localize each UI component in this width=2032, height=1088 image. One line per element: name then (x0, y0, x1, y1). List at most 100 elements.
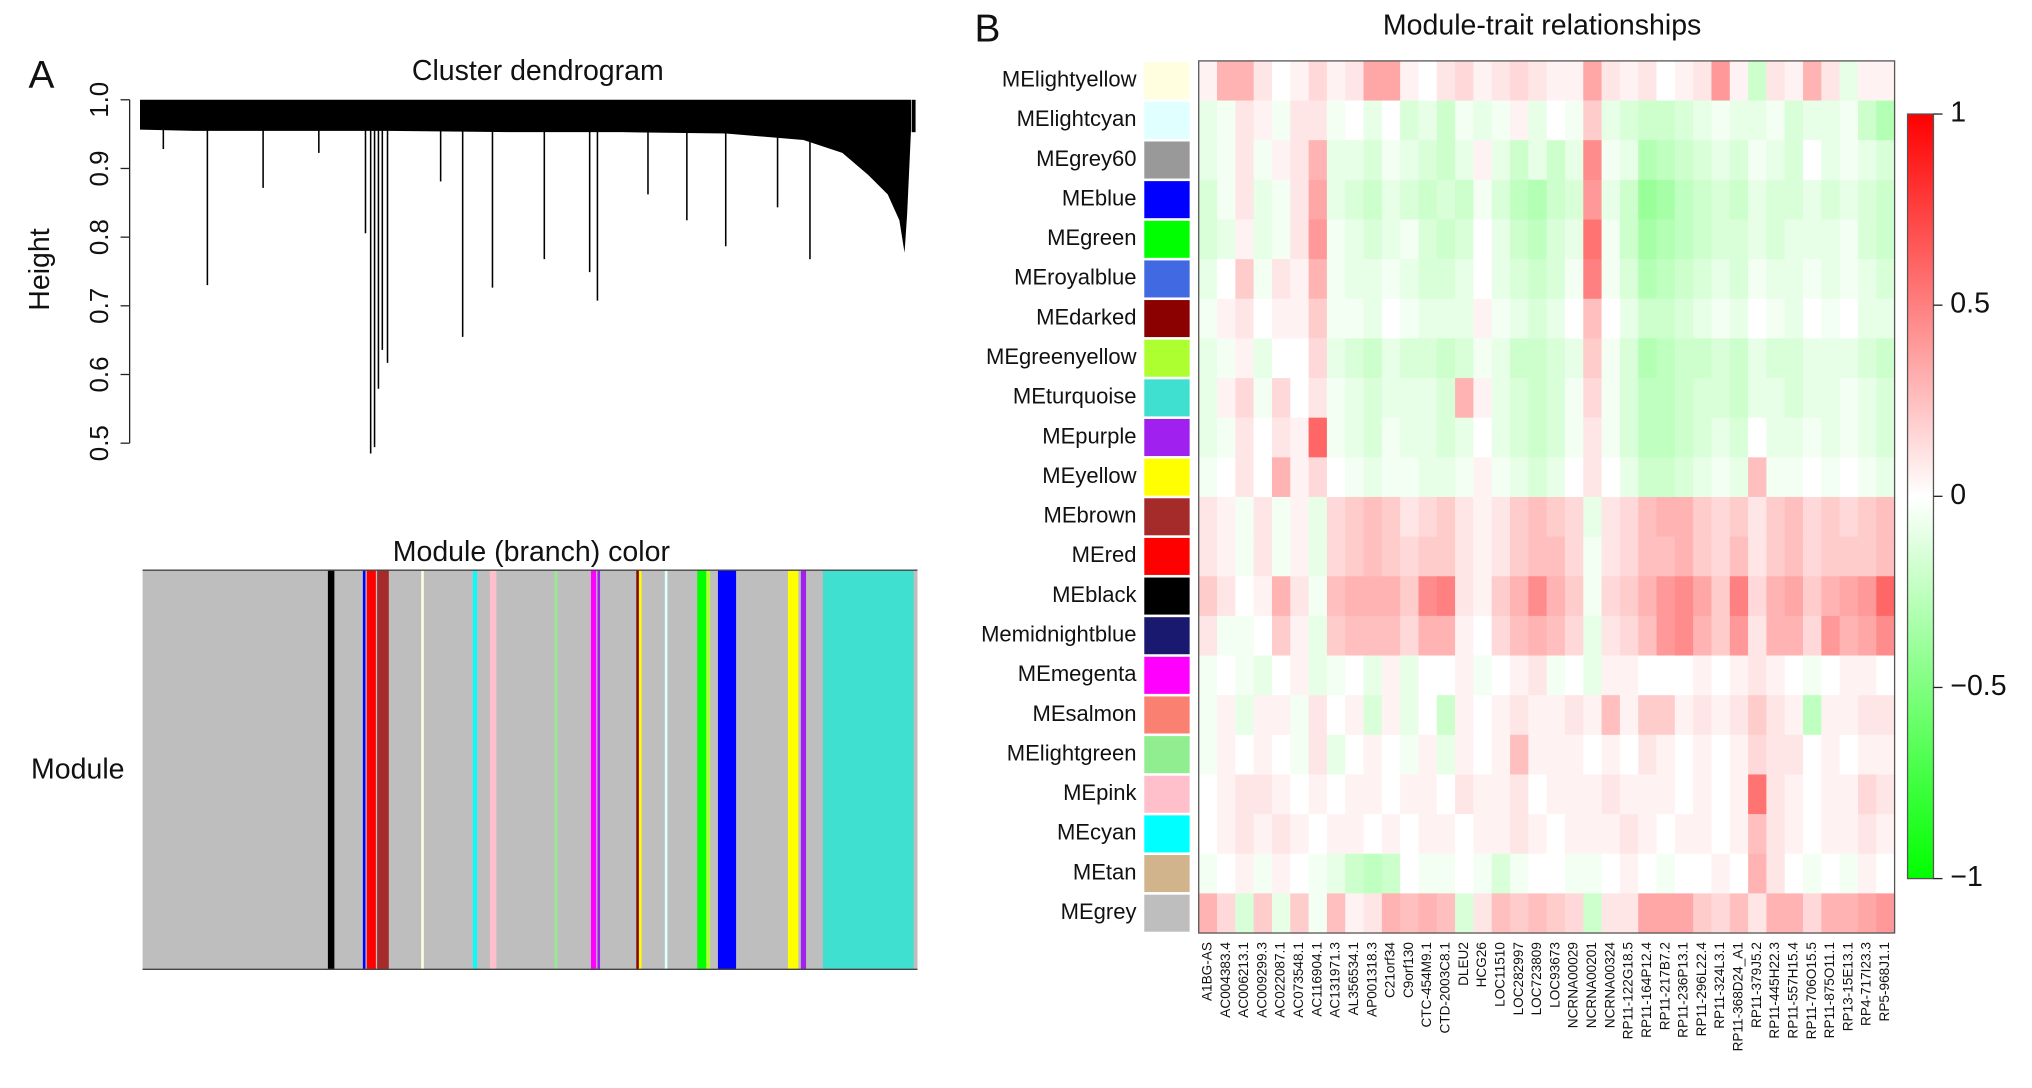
heatmap-cell (1583, 219, 1603, 260)
module-swatch (1144, 300, 1190, 338)
heatmap-cell (1839, 853, 1859, 894)
heatmap-cell (1271, 338, 1291, 379)
heatmap-cell (1711, 219, 1731, 260)
heatmap-cell (1784, 615, 1804, 657)
heatmap-cell (1326, 100, 1346, 141)
heatmap-cell (1308, 615, 1328, 657)
column-label: NCRNA00324 (1602, 942, 1617, 1029)
heatmap-cell (1729, 853, 1749, 894)
heatmap-cell (1674, 338, 1694, 379)
heatmap-cell (1510, 140, 1529, 181)
heatmap-cell (1198, 60, 1218, 102)
heatmap-cell (1656, 893, 1676, 934)
heatmap-cell (1491, 378, 1511, 419)
heatmap-cell (1217, 655, 1236, 696)
heatmap-cell (1564, 496, 1584, 538)
heatmap-cell (1839, 655, 1859, 696)
heatmap-cell (1400, 695, 1419, 736)
heatmap-cell (1217, 219, 1236, 260)
heatmap-cell (1784, 140, 1804, 181)
heatmap-cell (1857, 853, 1877, 894)
heatmap-cell (1491, 140, 1511, 181)
heatmap-cell (1308, 576, 1328, 617)
heatmap-cell (1235, 496, 1255, 538)
heatmap-cell (1363, 179, 1383, 220)
heatmap-cell (1821, 179, 1841, 220)
heatmap-cell (1290, 853, 1310, 894)
heatmap-cell (1510, 734, 1529, 775)
heatmap-cell (1400, 734, 1419, 775)
heatmap-cell (1638, 893, 1658, 934)
heatmap-cell (1711, 298, 1731, 339)
heatmap-cell (1290, 338, 1310, 379)
heatmap-cell (1235, 734, 1255, 775)
heatmap-cell (1418, 893, 1438, 934)
heatmap-cell (1766, 576, 1786, 617)
column-label: DLEU2 (1456, 942, 1471, 986)
heatmap-cell (1546, 100, 1566, 141)
heatmap-cell (1876, 60, 1896, 102)
heatmap-cell (1876, 140, 1896, 181)
row-label: MEred (1072, 542, 1137, 567)
heatmap-cell (1729, 814, 1749, 855)
heatmap-cell (1198, 774, 1218, 815)
heatmap-cell (1308, 259, 1328, 300)
heatmap-cell (1363, 814, 1383, 855)
heatmap-cell (1674, 100, 1694, 141)
heatmap-cell (1766, 60, 1786, 102)
heatmap-cell (1711, 496, 1731, 538)
heatmap-cell (1418, 655, 1438, 696)
heatmap-cell (1821, 100, 1841, 141)
heatmap-cell (1455, 893, 1474, 934)
heatmap-cell (1546, 814, 1566, 855)
row-label: MEsalmon (1033, 701, 1137, 726)
heatmap-cell (1748, 576, 1767, 617)
heatmap-cell (1326, 576, 1346, 617)
heatmap-cell (1345, 615, 1365, 657)
y-tick-label: 1.0 (86, 82, 114, 118)
heatmap-cell (1876, 378, 1896, 419)
heatmap-cell (1326, 853, 1346, 894)
heatmap-cell (1766, 298, 1786, 339)
heatmap-cell (1656, 734, 1676, 775)
heatmap-cell (1638, 60, 1658, 102)
heatmap-cell (1821, 496, 1841, 538)
heatmap-cell (1656, 60, 1676, 102)
heatmap-cell (1693, 576, 1712, 617)
heatmap-cell (1674, 576, 1694, 617)
heatmap-cell (1473, 60, 1493, 102)
row-label: MEdarked (1036, 304, 1136, 329)
heatmap-cell (1345, 814, 1365, 855)
heatmap-cell (1235, 338, 1255, 379)
heatmap-cell (1418, 338, 1438, 379)
heatmap-cell (1363, 417, 1383, 458)
heatmap-cell (1491, 417, 1511, 458)
heatmap-cell (1839, 60, 1859, 102)
heatmap-cell (1217, 100, 1236, 141)
heatmap-cell (1729, 259, 1749, 300)
heatmap-cell (1217, 140, 1236, 181)
heatmap-cell (1748, 536, 1767, 577)
heatmap-cell (1271, 893, 1291, 934)
heatmap-cell (1271, 100, 1291, 141)
heatmap-cell (1656, 496, 1676, 538)
column-label: NCRNA00201 (1584, 942, 1599, 1028)
heatmap-cell (1821, 60, 1841, 102)
heatmap-cell (1748, 695, 1767, 736)
heatmap-cell (1601, 536, 1621, 577)
heatmap-cell (1803, 576, 1822, 617)
column-label: RP4-717I23.3 (1859, 942, 1874, 1026)
module-band (421, 570, 424, 970)
heatmap-cell (1217, 496, 1236, 538)
heatmap-cell (1400, 814, 1419, 855)
heatmap-cell (1784, 814, 1804, 855)
heatmap-cell (1491, 496, 1511, 538)
heatmap-cell (1711, 179, 1731, 220)
heatmap-cell (1473, 140, 1493, 181)
heatmap-cell (1473, 496, 1493, 538)
heatmap-cell (1564, 100, 1584, 141)
heatmap-cell (1473, 298, 1493, 339)
heatmap-cell (1784, 536, 1804, 577)
heatmap-cell (1253, 695, 1273, 736)
